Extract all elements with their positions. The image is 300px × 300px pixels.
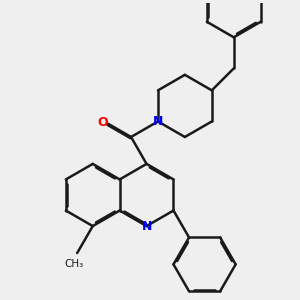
Text: N: N (153, 115, 163, 128)
Text: O: O (97, 116, 108, 129)
Text: CH₃: CH₃ (64, 259, 84, 269)
Text: N: N (141, 220, 152, 232)
